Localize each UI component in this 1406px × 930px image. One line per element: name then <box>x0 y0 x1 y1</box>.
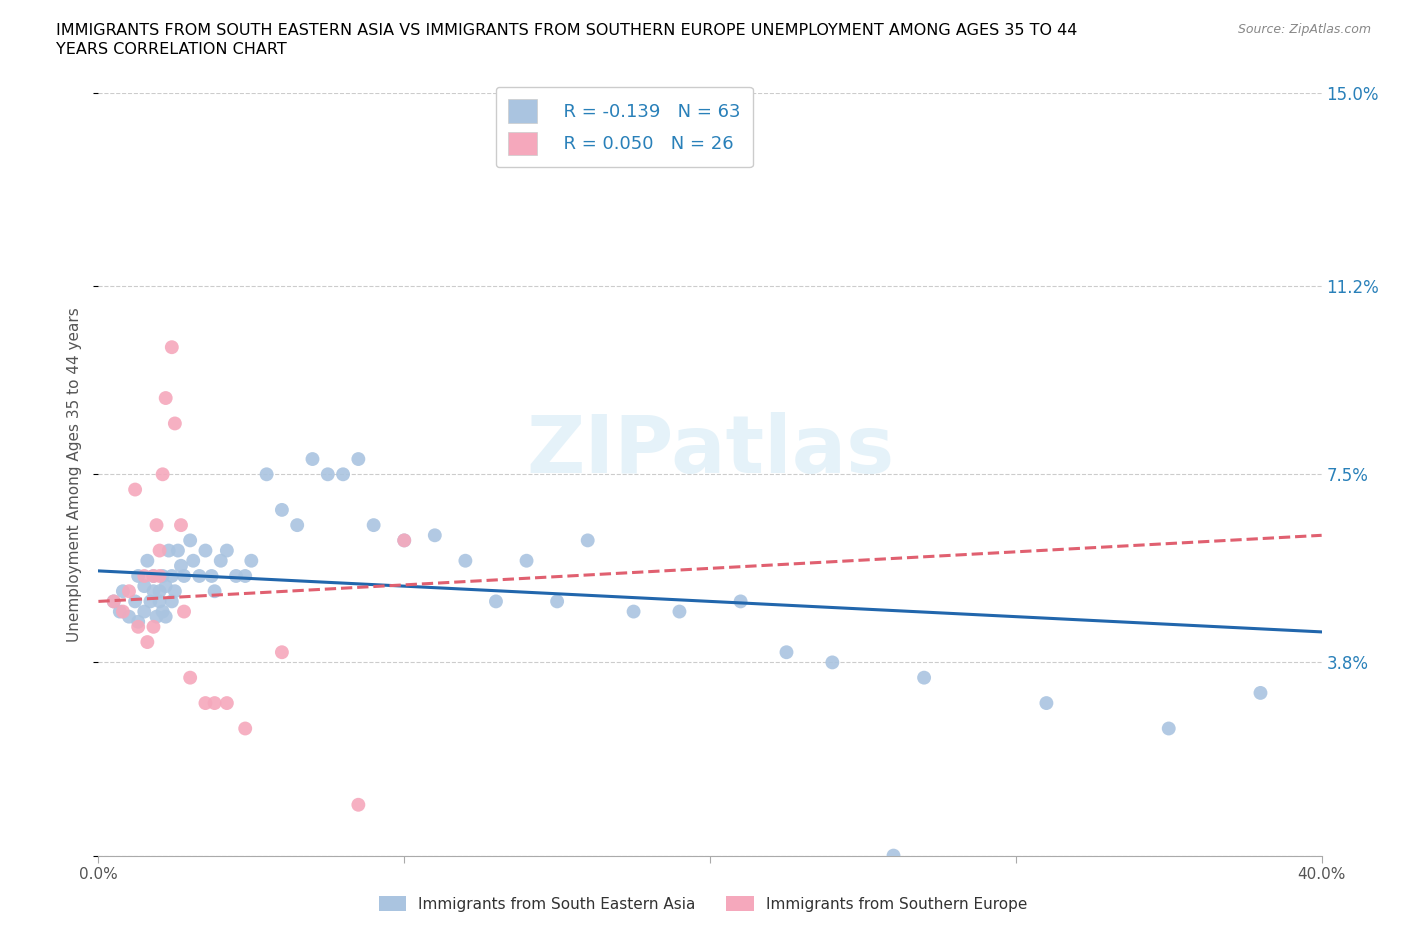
Point <box>103 594 125 609</box>
Point <box>301 452 323 467</box>
Point <box>127 568 149 583</box>
Point <box>188 568 211 583</box>
Point <box>516 553 538 568</box>
Point <box>623 604 645 619</box>
Point <box>145 518 167 533</box>
Point <box>181 553 204 568</box>
Point <box>912 671 935 685</box>
Point <box>270 502 292 517</box>
Point <box>332 467 354 482</box>
Point <box>316 467 339 482</box>
Point <box>454 553 477 568</box>
Point <box>347 452 370 467</box>
Point <box>1035 696 1057 711</box>
Point <box>127 615 149 630</box>
Point <box>285 518 308 533</box>
Point <box>179 671 201 685</box>
Text: Source: ZipAtlas.com: Source: ZipAtlas.com <box>1237 23 1371 36</box>
Point <box>134 578 156 593</box>
Point <box>215 543 238 558</box>
Point <box>200 568 222 583</box>
Point <box>108 604 131 619</box>
Point <box>111 584 134 599</box>
Y-axis label: Unemployment Among Ages 35 to 44 years: Unemployment Among Ages 35 to 44 years <box>67 307 83 642</box>
Point <box>149 584 172 599</box>
Point <box>347 797 370 812</box>
Point <box>155 391 177 405</box>
Point <box>167 543 190 558</box>
Point <box>179 533 201 548</box>
Point <box>173 604 195 619</box>
Point <box>163 584 186 599</box>
Point <box>142 619 165 634</box>
Point <box>170 518 193 533</box>
Point <box>170 558 193 573</box>
Point <box>103 594 125 609</box>
Point <box>215 696 238 711</box>
Point <box>194 696 217 711</box>
Point <box>142 568 165 583</box>
Point <box>1157 721 1180 736</box>
Point <box>111 604 134 619</box>
Point <box>160 594 183 609</box>
Text: YEARS CORRELATION CHART: YEARS CORRELATION CHART <box>56 42 287 57</box>
Point <box>142 568 165 583</box>
Point <box>485 594 508 609</box>
Point <box>118 609 141 624</box>
Point <box>194 543 217 558</box>
Legend:   R = -0.139   N = 63,   R = 0.050   N = 26: R = -0.139 N = 63, R = 0.050 N = 26 <box>496 86 754 167</box>
Point <box>256 467 278 482</box>
Point <box>270 644 292 659</box>
Point <box>173 568 195 583</box>
Text: ZIPatlas: ZIPatlas <box>526 412 894 490</box>
Point <box>136 634 159 649</box>
Point <box>136 553 159 568</box>
Point <box>149 594 172 609</box>
Point <box>668 604 690 619</box>
Point <box>127 619 149 634</box>
Text: IMMIGRANTS FROM SOUTH EASTERN ASIA VS IMMIGRANTS FROM SOUTHERN EUROPE UNEMPLOYME: IMMIGRANTS FROM SOUTH EASTERN ASIA VS IM… <box>56 23 1077 38</box>
Point <box>363 518 385 533</box>
Point <box>152 604 174 619</box>
Point <box>149 568 172 583</box>
Point <box>157 543 180 558</box>
Point <box>233 568 256 583</box>
Point <box>1249 685 1271 700</box>
Point <box>152 568 174 583</box>
Point <box>145 609 167 624</box>
Point <box>423 528 446 543</box>
Point <box>142 584 165 599</box>
Point <box>134 568 156 583</box>
Legend: Immigrants from South Eastern Asia, Immigrants from Southern Europe: Immigrants from South Eastern Asia, Immi… <box>373 889 1033 918</box>
Point <box>204 584 226 599</box>
Point <box>240 553 263 568</box>
Point <box>821 655 844 670</box>
Point <box>155 578 177 593</box>
Point <box>546 594 568 609</box>
Point <box>225 568 247 583</box>
Point <box>204 696 226 711</box>
Point <box>576 533 599 548</box>
Point <box>139 594 162 609</box>
Point <box>392 533 416 548</box>
Point <box>155 609 177 624</box>
Point <box>149 543 172 558</box>
Point <box>392 533 416 548</box>
Point <box>160 339 183 354</box>
Point <box>124 594 146 609</box>
Point <box>233 721 256 736</box>
Point <box>730 594 752 609</box>
Point <box>152 467 174 482</box>
Point <box>163 416 186 431</box>
Point <box>209 553 232 568</box>
Point <box>134 604 156 619</box>
Point <box>160 568 183 583</box>
Point <box>883 848 905 863</box>
Point <box>775 644 797 659</box>
Point <box>124 482 146 497</box>
Point <box>118 584 141 599</box>
